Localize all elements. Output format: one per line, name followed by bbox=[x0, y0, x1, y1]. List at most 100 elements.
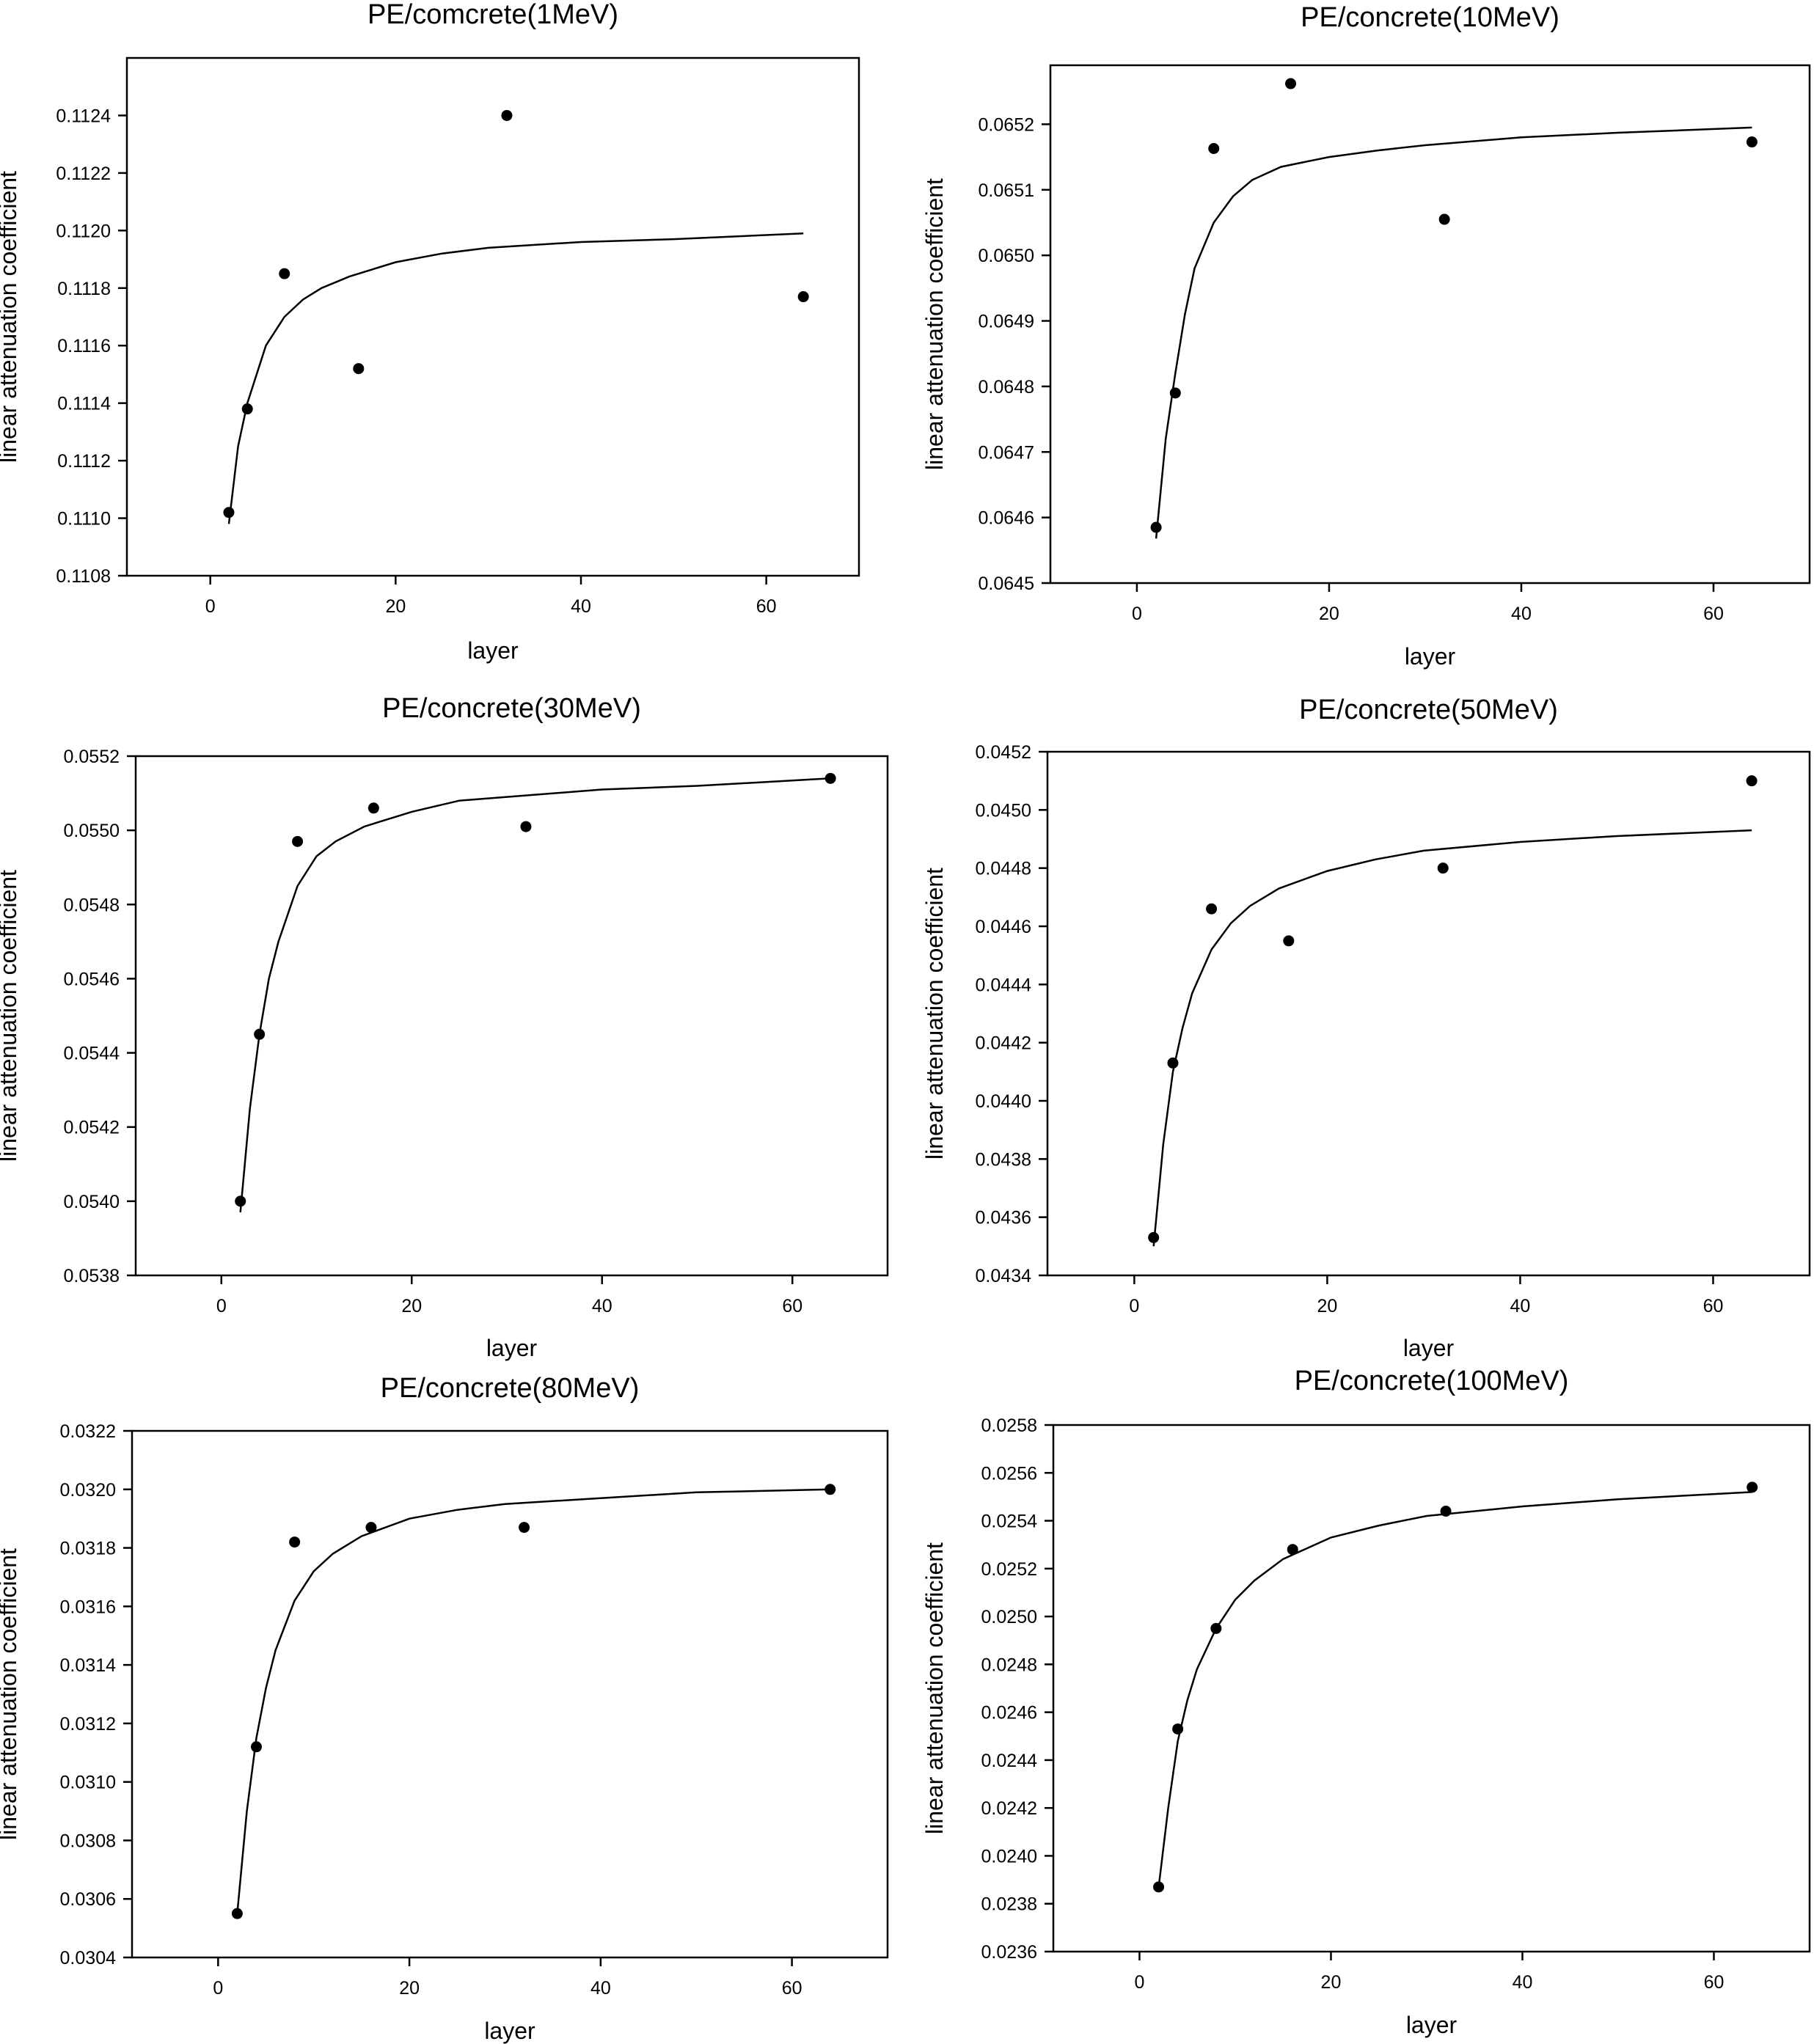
y-tick-label: 0.0546 bbox=[64, 969, 120, 989]
data-point bbox=[223, 507, 235, 519]
x-tick-label: 60 bbox=[1703, 1296, 1724, 1316]
y-tick-label: 0.0238 bbox=[981, 1894, 1037, 1915]
x-tick-label: 20 bbox=[385, 596, 406, 617]
data-point bbox=[1169, 387, 1181, 399]
y-tick-label: 0.0542 bbox=[64, 1118, 120, 1138]
y-tick-label: 0.0314 bbox=[60, 1655, 117, 1676]
chart-panel-2: PE/concrete(10MeV) 0 20 40 60 0.0645 0.0646 0.0… bbox=[921, 2, 1811, 670]
y-tick-label: 0.0548 bbox=[64, 895, 120, 915]
y-tick-label: 0.0318 bbox=[60, 1539, 116, 1559]
x-tick-label: 0 bbox=[213, 1978, 223, 1999]
x-tick-label: 40 bbox=[571, 596, 591, 617]
y-tick-label: 0.0647 bbox=[979, 442, 1034, 463]
data-point bbox=[519, 1522, 530, 1534]
data-point bbox=[1208, 142, 1220, 154]
chart-title: PE/concrete(30MeV) bbox=[382, 693, 641, 724]
data-point bbox=[1747, 1481, 1758, 1493]
fit-curve bbox=[236, 1488, 830, 1914]
plot-frame bbox=[1049, 64, 1811, 585]
x-tick-label: 0 bbox=[216, 1296, 227, 1316]
data-point bbox=[1153, 1881, 1165, 1893]
y-tick-label: 0.0254 bbox=[981, 1512, 1038, 1532]
x-tick-label: 20 bbox=[1321, 1972, 1342, 1993]
data-point bbox=[1746, 136, 1758, 148]
data-point bbox=[824, 772, 836, 784]
plot-frame bbox=[1046, 750, 1811, 1277]
x-axis-label: layer bbox=[484, 2018, 535, 2044]
chart-panel-3: PE/concrete(30MeV) 0 20 40 60 0.0538 0.0540 0.0… bbox=[0, 693, 889, 1361]
x-axis-label: layer bbox=[1405, 643, 1456, 670]
y-tick-label: 0.0310 bbox=[60, 1773, 116, 1793]
data-point bbox=[254, 1028, 266, 1040]
x-tick-label: 40 bbox=[590, 1978, 611, 1999]
chart-title: PE/concrete(80MeV) bbox=[381, 1373, 640, 1404]
data-point bbox=[1283, 935, 1295, 947]
y-tick-label: 0.0645 bbox=[979, 574, 1034, 594]
data-point bbox=[1438, 213, 1450, 225]
data-point bbox=[279, 268, 290, 279]
y-tick-label: 0.0308 bbox=[60, 1831, 116, 1851]
y-tick-label: 0.0544 bbox=[64, 1044, 120, 1064]
y-tick-label: 0.0304 bbox=[60, 1948, 117, 1968]
plot-frame bbox=[131, 1429, 889, 1959]
y-tick-label: 0.0244 bbox=[981, 1751, 1038, 1771]
data-point bbox=[824, 1484, 836, 1495]
y-tick-label: 0.0442 bbox=[976, 1033, 1031, 1054]
x-tick-label: 0 bbox=[1132, 604, 1142, 624]
y-tick-label: 0.1118 bbox=[57, 279, 111, 299]
data-point bbox=[250, 1741, 262, 1753]
y-tick-label: 0.0552 bbox=[64, 747, 120, 767]
x-axis-label: layer bbox=[1406, 2012, 1458, 2038]
y-tick-label: 0.0540 bbox=[64, 1192, 120, 1212]
y-tick-label: 0.1114 bbox=[57, 394, 111, 414]
x-tick-label: 20 bbox=[1317, 1296, 1337, 1316]
x-tick-label: 60 bbox=[756, 596, 777, 617]
y-tick-label: 0.0252 bbox=[981, 1559, 1037, 1580]
x-tick-label: 60 bbox=[1703, 604, 1724, 624]
y-axis-label: linear attenuation coefficient bbox=[0, 171, 21, 463]
data-point bbox=[353, 363, 365, 375]
y-tick-label: 0.0538 bbox=[64, 1266, 120, 1286]
y-tick-label: 0.1122 bbox=[56, 164, 111, 184]
x-tick-label: 0 bbox=[1135, 1972, 1145, 1993]
data-point bbox=[1746, 775, 1758, 787]
x-axis-label: layer bbox=[486, 1335, 538, 1361]
y-tick-label: 0.0246 bbox=[981, 1703, 1037, 1724]
data-point bbox=[235, 1195, 246, 1207]
y-tick-label: 0.0452 bbox=[976, 742, 1031, 763]
y-tick-label: 0.1120 bbox=[56, 221, 111, 241]
plot-frame bbox=[125, 56, 860, 577]
y-tick-label: 0.0306 bbox=[60, 1889, 116, 1910]
y-tick-label: 0.0256 bbox=[981, 1463, 1037, 1484]
x-tick-label: 20 bbox=[401, 1296, 422, 1316]
y-tick-label: 0.0242 bbox=[981, 1798, 1037, 1819]
chart-panel-1: PE/comcrete(1MeV) 0 20 40 60 0.1108 0.1110 0.11… bbox=[0, 0, 860, 664]
y-tick-label: 0.0648 bbox=[979, 377, 1034, 398]
chart-title: PE/comcrete(1MeV) bbox=[367, 0, 618, 30]
x-tick-label: 20 bbox=[1319, 604, 1339, 624]
data-point bbox=[1287, 1544, 1298, 1556]
chart-panel-5: PE/concrete(80MeV) 0 20 40 60 0.0304 0.0306 0.0… bbox=[0, 1373, 889, 2044]
y-tick-label: 0.0322 bbox=[60, 1421, 116, 1442]
y-tick-label: 0.0258 bbox=[981, 1415, 1037, 1436]
y-tick-label: 0.1112 bbox=[57, 451, 111, 472]
fit-curve bbox=[239, 777, 831, 1213]
y-tick-label: 0.0436 bbox=[976, 1208, 1031, 1228]
y-tick-label: 0.0240 bbox=[981, 1846, 1037, 1867]
y-tick-label: 0.0250 bbox=[981, 1607, 1037, 1627]
y-tick-label: 0.0320 bbox=[60, 1480, 116, 1501]
y-tick-label: 0.0248 bbox=[981, 1655, 1037, 1675]
y-tick-label: 0.0236 bbox=[981, 1942, 1037, 1963]
plot-frame bbox=[1052, 1424, 1811, 1953]
data-point bbox=[1206, 903, 1218, 915]
y-axis-label: linear attenuation coefficient bbox=[921, 1542, 948, 1834]
data-point bbox=[1440, 1505, 1452, 1517]
y-tick-label: 0.1108 bbox=[56, 566, 111, 587]
chart-panel-6: PE/concrete(100MeV) 0 20 40 60 0.0236 0.0238 0.… bbox=[921, 1366, 1811, 2038]
x-tick-label: 0 bbox=[1129, 1296, 1139, 1316]
chart-title: PE/concrete(10MeV) bbox=[1301, 2, 1559, 33]
y-tick-label: 0.0438 bbox=[976, 1149, 1031, 1170]
x-tick-label: 40 bbox=[1513, 1972, 1533, 1993]
data-point bbox=[289, 1536, 301, 1548]
